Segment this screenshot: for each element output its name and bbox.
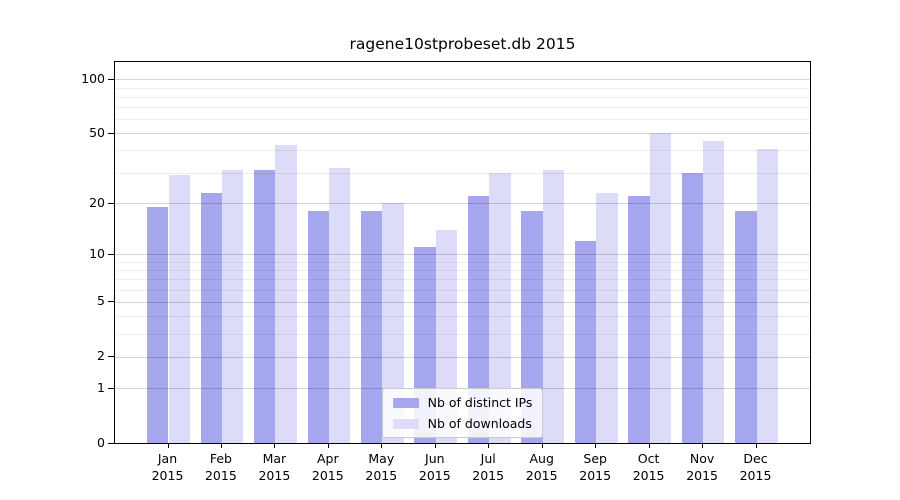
minor-gridline (115, 150, 810, 152)
bar-ips-jan (147, 207, 169, 443)
y-tick-label: 20 (89, 194, 105, 210)
legend-entry-distinct-ips: Nb of distinct IPs (392, 395, 533, 410)
x-tick-mark (274, 443, 276, 448)
x-tick-label: May 2015 (365, 451, 398, 483)
y-tick-mark (108, 78, 114, 80)
bar-ips-oct (628, 196, 650, 443)
bar-ips-mar (254, 170, 276, 443)
minor-gridline (115, 119, 810, 121)
legend-entry-downloads: Nb of downloads (392, 416, 533, 431)
major-gridline (115, 79, 810, 81)
x-tick-mark (488, 443, 490, 448)
major-gridline (115, 356, 810, 358)
major-gridline (115, 133, 810, 135)
bar-ips-apr (307, 211, 329, 443)
legend: Nb of distinct IPs Nb of downloads (381, 388, 544, 438)
legend-swatch-downloads (392, 418, 419, 429)
bar-downloads-aug (542, 170, 565, 443)
y-tick-label: 5 (97, 293, 105, 309)
x-tick-mark (541, 443, 543, 448)
x-tick-mark (167, 443, 169, 448)
x-tick-mark (327, 443, 329, 448)
x-tick-label: Mar 2015 (258, 451, 291, 483)
minor-gridline (115, 289, 810, 291)
bar-downloads-may (382, 203, 404, 443)
x-tick-mark (381, 443, 383, 448)
x-tick-label: Sep 2015 (579, 451, 612, 483)
y-tick-mark (108, 132, 114, 134)
x-tick-label: Jan 2015 (151, 451, 184, 483)
x-tick-mark (702, 443, 704, 448)
y-tick-mark (108, 387, 114, 389)
bar-downloads-feb (221, 170, 244, 443)
minor-gridline (115, 333, 810, 335)
major-gridline (115, 203, 810, 205)
minor-gridline (115, 261, 810, 263)
major-gridline (115, 254, 810, 256)
x-tick-label: Feb 2015 (204, 451, 237, 483)
bar-ips-feb (200, 192, 222, 443)
y-tick-mark (108, 442, 114, 444)
minor-gridline (115, 269, 810, 271)
bar-ips-aug (521, 211, 543, 443)
legend-label-distinct-ips: Nb of distinct IPs (427, 395, 533, 410)
bar-downloads-apr (328, 167, 351, 443)
y-tick-mark (108, 202, 114, 204)
bar-downloads-nov (703, 141, 725, 443)
y-tick-label: 1 (97, 379, 105, 395)
minor-gridline (115, 107, 810, 109)
bar-downloads-dec (756, 148, 778, 443)
bar-downloads-mar (275, 144, 297, 443)
x-tick-label: Aug 2015 (525, 451, 558, 483)
x-tick-mark (220, 443, 222, 448)
bar-downloads-sep (596, 192, 618, 443)
minor-gridline (115, 279, 810, 281)
bar-ips-may (360, 211, 383, 443)
x-tick-label: Jul 2015 (472, 451, 505, 483)
x-tick-label: Apr 2015 (311, 451, 344, 483)
x-tick-label: Jun 2015 (418, 451, 451, 483)
y-tick-label: 100 (81, 70, 105, 86)
minor-gridline (115, 96, 810, 98)
bar-ips-jul (467, 196, 490, 443)
chart-title: ragene10stprobeset.db 2015 (349, 35, 576, 53)
bar-downloads-jul (489, 172, 511, 443)
minor-gridline (115, 316, 810, 318)
minor-gridline (115, 172, 810, 174)
bar-ips-dec (735, 211, 757, 443)
bar-downloads-jan (168, 175, 190, 443)
y-tick-label: 0 (97, 434, 105, 450)
y-tick-mark (108, 253, 114, 255)
y-tick-mark (108, 301, 114, 303)
x-tick-mark (595, 443, 597, 448)
bar-downloads-oct (649, 133, 671, 443)
y-tick-mark (108, 355, 114, 357)
bar-ips-sep (574, 240, 597, 443)
y-tick-label: 50 (89, 124, 105, 140)
x-tick-mark (434, 443, 436, 448)
legend-swatch-distinct-ips (392, 397, 419, 408)
bar-ips-nov (681, 172, 704, 443)
x-tick-mark (755, 443, 757, 448)
y-tick-label: 2 (97, 347, 105, 363)
minor-gridline (115, 87, 810, 89)
x-tick-label: Oct 2015 (632, 451, 665, 483)
x-tick-label: Dec 2015 (739, 451, 772, 483)
legend-label-downloads: Nb of downloads (427, 416, 532, 431)
y-tick-label: 10 (89, 245, 105, 261)
major-gridline (115, 301, 810, 303)
x-tick-mark (648, 443, 650, 448)
plot-area: Nb of distinct IPs Nb of downloads (114, 61, 811, 444)
x-tick-label: Nov 2015 (686, 451, 718, 483)
